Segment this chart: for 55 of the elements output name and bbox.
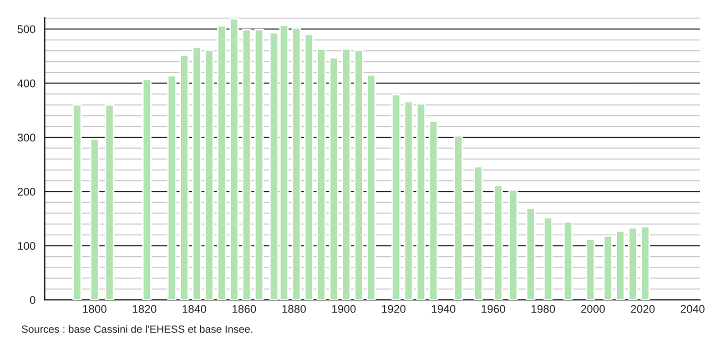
bar	[474, 166, 483, 300]
bar	[391, 94, 401, 300]
bar	[229, 18, 239, 300]
bar	[292, 27, 302, 300]
x-tick-label: 1920	[382, 305, 406, 313]
x-tick-label: 1860	[232, 305, 256, 313]
y-tick-label: 500	[18, 25, 36, 34]
bar	[603, 235, 613, 300]
bar	[543, 216, 553, 300]
y-tick-label: 0	[30, 296, 36, 304]
bar	[526, 208, 536, 300]
bar	[563, 221, 573, 300]
bar	[72, 104, 82, 300]
source-note: Sources : base Cassini de l'EHESS et base Insee.	[22, 325, 252, 333]
bar	[416, 103, 426, 300]
y-tick-label: 200	[18, 188, 36, 196]
bar	[142, 78, 152, 300]
bar	[254, 28, 264, 300]
x-tick-label: 2040	[680, 305, 705, 313]
bar	[354, 49, 364, 300]
bar	[494, 184, 503, 300]
bar	[342, 48, 351, 300]
bar	[204, 49, 214, 300]
bar	[329, 57, 338, 300]
x-tick-label: 1960	[482, 305, 506, 313]
bar	[454, 135, 464, 300]
bar	[90, 138, 100, 300]
y-tick-label: 100	[18, 242, 36, 250]
bar	[304, 34, 314, 300]
bar	[404, 100, 414, 300]
x-tick-label: 2000	[581, 305, 605, 313]
x-tick-label: 1940	[432, 305, 456, 313]
x-tick-label: 1880	[282, 305, 306, 313]
bar	[242, 28, 252, 300]
bar	[628, 227, 638, 300]
bar	[192, 46, 202, 300]
x-tick-label: 1980	[532, 305, 556, 313]
y-tick-label: 300	[18, 134, 36, 142]
bar	[508, 189, 518, 300]
bar	[586, 238, 596, 300]
x-tick-label: 1820	[132, 305, 156, 313]
bar	[616, 230, 626, 300]
y-tick-label: 400	[17, 79, 36, 88]
bar	[428, 120, 438, 300]
bar	[180, 54, 189, 300]
x-tick-label: 1800	[83, 305, 106, 313]
x-tick-label: 1900	[332, 305, 356, 313]
bar	[216, 25, 226, 300]
bar	[316, 48, 326, 300]
bar	[104, 104, 114, 300]
bar	[366, 74, 376, 300]
x-tick-label: 1840	[182, 305, 206, 313]
x-tick-label: 2020	[630, 305, 655, 313]
bar	[167, 74, 176, 300]
bar	[640, 226, 650, 300]
